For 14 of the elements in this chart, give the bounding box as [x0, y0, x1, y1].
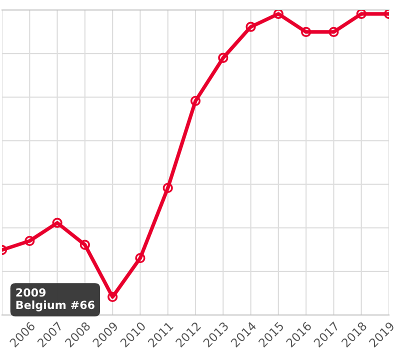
point	[52, 218, 62, 228]
point	[24, 236, 35, 246]
point	[80, 240, 90, 250]
annotation: 2009 Belgium #66	[16, 288, 94, 312]
point	[356, 10, 366, 19]
point	[246, 22, 256, 32]
point	[218, 52, 228, 63]
point	[108, 292, 118, 302]
point	[190, 96, 201, 106]
point	[273, 10, 284, 19]
point	[301, 26, 312, 38]
point	[162, 182, 173, 194]
point	[328, 26, 339, 38]
point	[135, 253, 146, 264]
